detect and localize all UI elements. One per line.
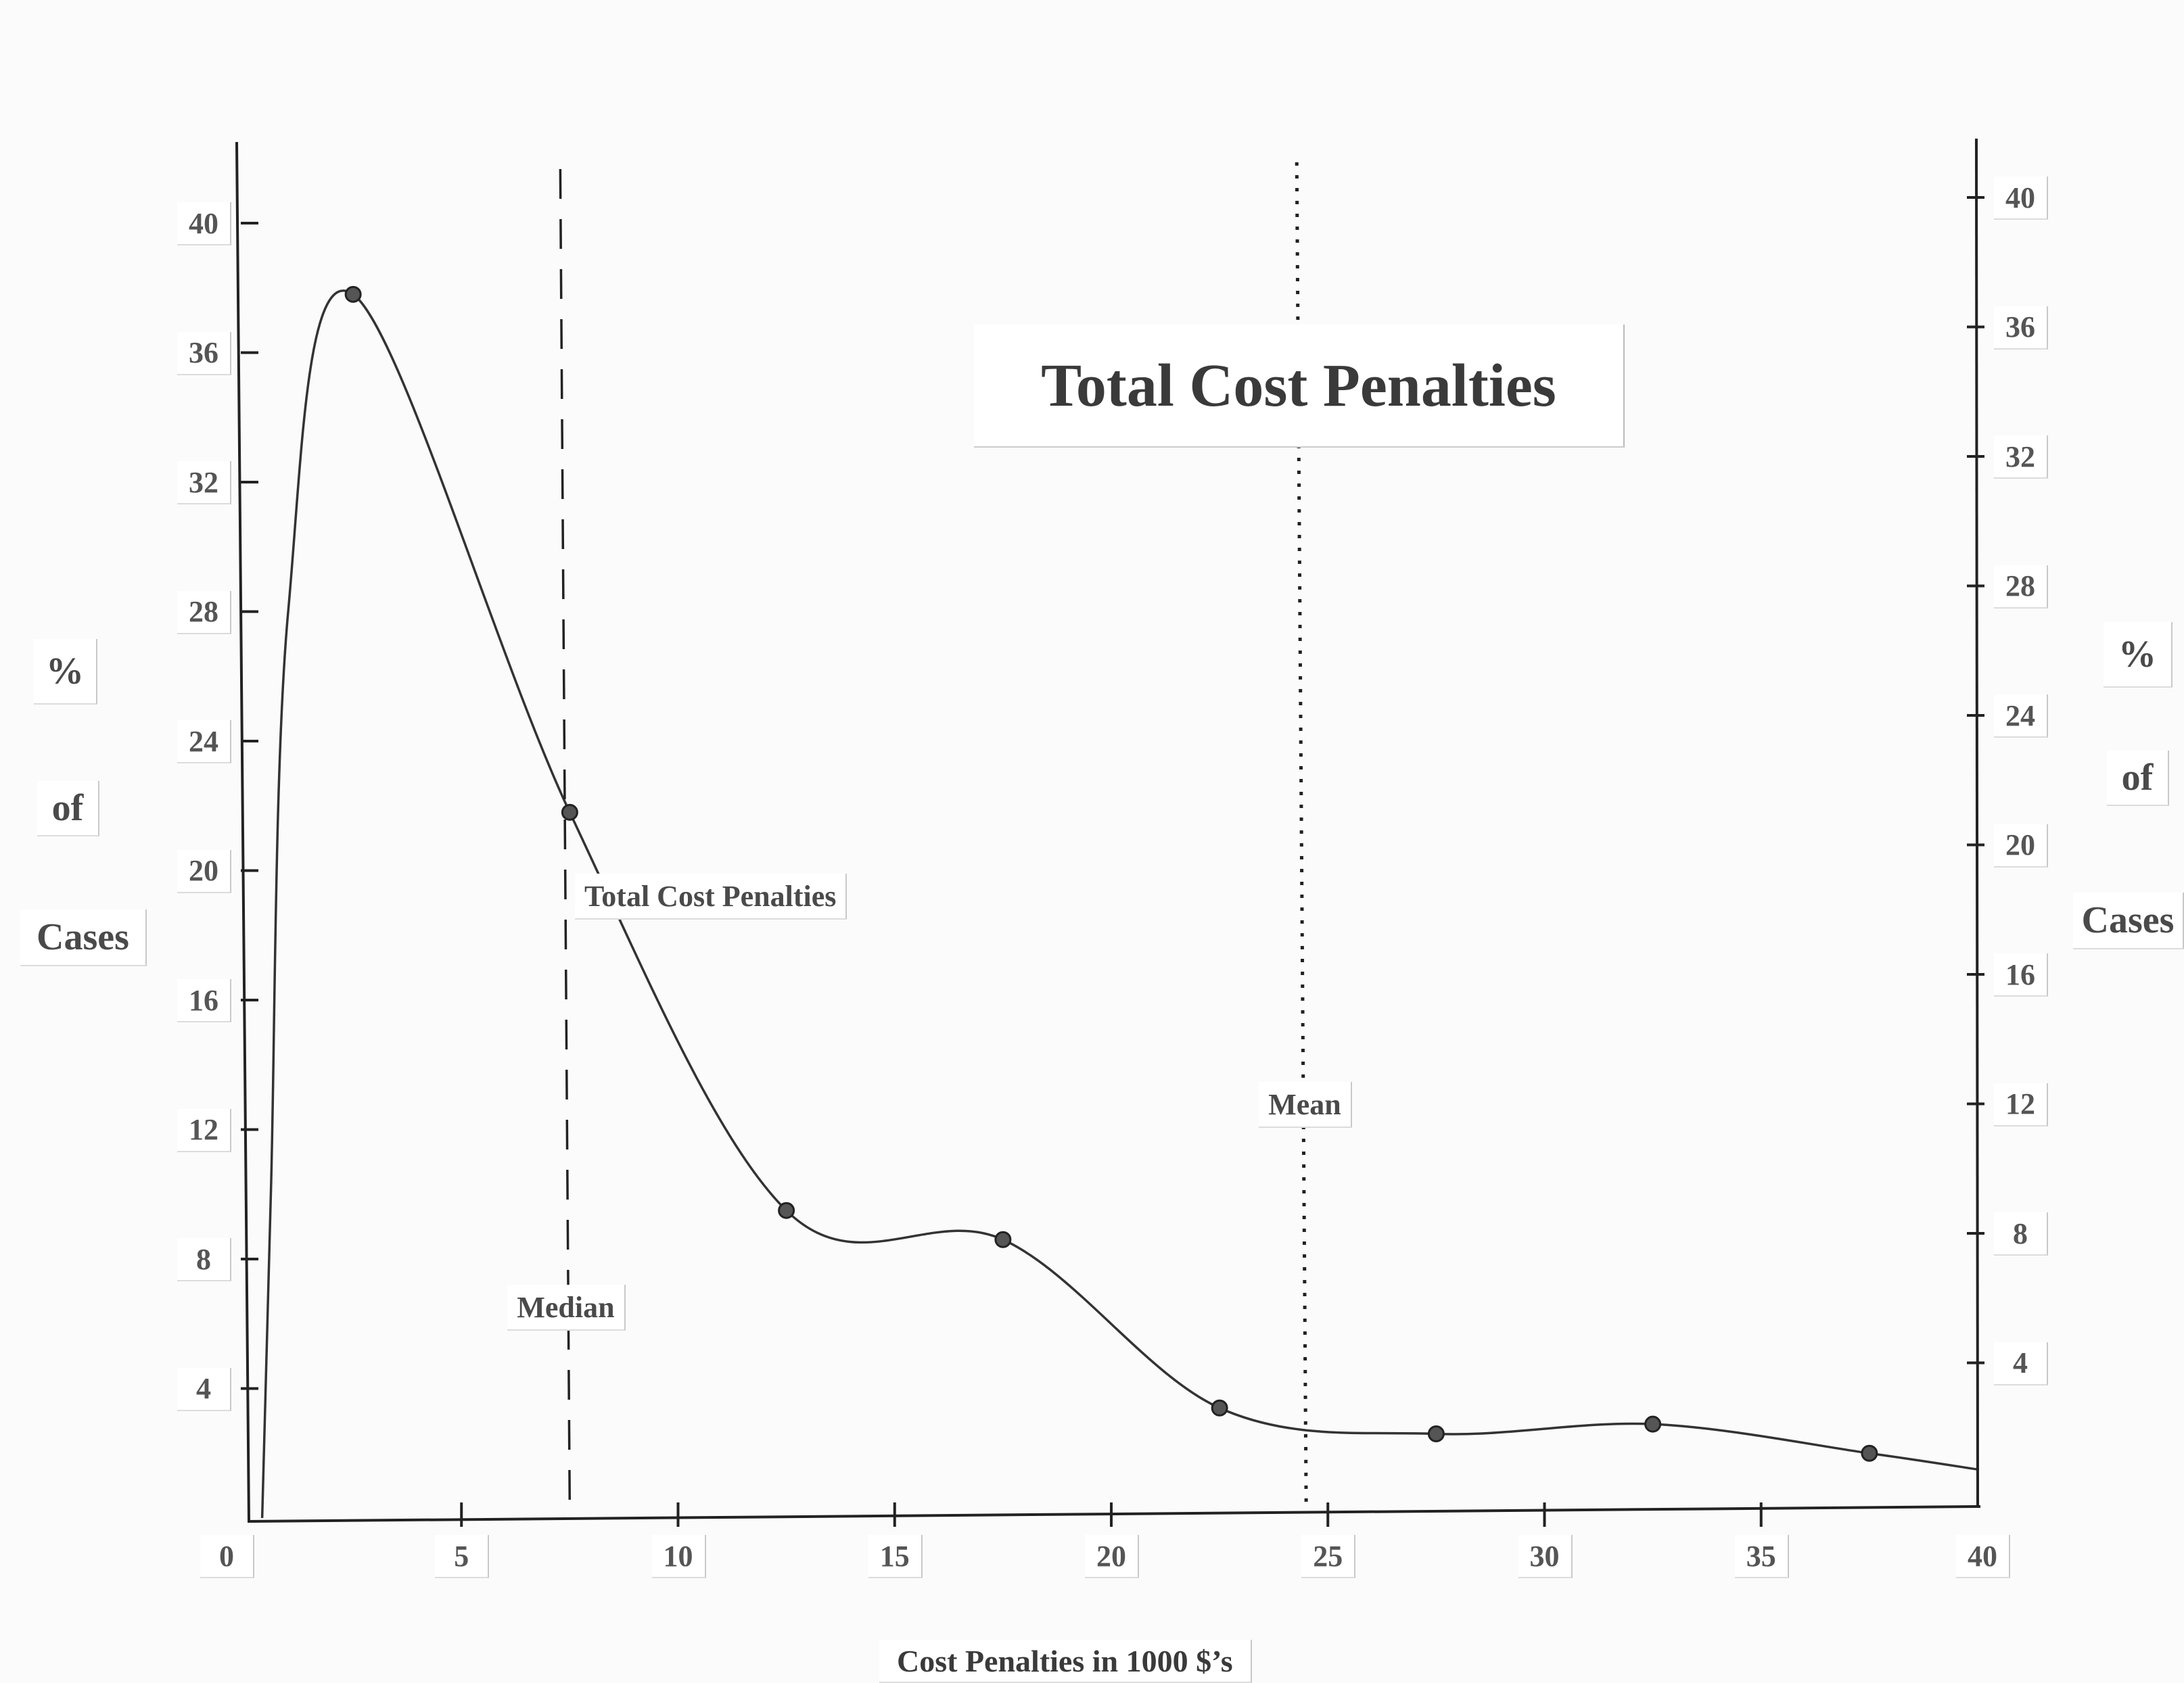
y-axis-label-of: of xyxy=(37,781,99,836)
y-tick-label: 12 xyxy=(177,1108,231,1152)
y-axis-label-percent: % xyxy=(34,639,97,705)
data-point xyxy=(778,1202,795,1219)
left-y-axis xyxy=(235,141,250,1522)
x-tick-label: 40 xyxy=(1956,1535,2010,1578)
x-tick-label: 15 xyxy=(868,1535,923,1578)
y-tick-label: 16 xyxy=(177,979,231,1022)
x-tick-label: 5 xyxy=(435,1535,490,1578)
x-tick-label: 35 xyxy=(1734,1535,1789,1578)
data-point xyxy=(994,1231,1012,1248)
series-line xyxy=(260,289,1978,1519)
right-y-axis-label-cases: Cases xyxy=(2073,893,2184,949)
y-tick-label: 40 xyxy=(177,202,231,245)
right-y-tick-label: 16 xyxy=(1994,953,2048,997)
chart-title: Total Cost Penalties xyxy=(974,325,1625,448)
right-y-tick-label: 12 xyxy=(1994,1083,2048,1127)
data-point xyxy=(1644,1415,1662,1433)
y-tick-label: 20 xyxy=(177,849,231,893)
x-tick-label: 30 xyxy=(1518,1535,1573,1578)
y-tick-label: 32 xyxy=(177,461,231,504)
data-point xyxy=(344,285,362,303)
right-y-tick-label: 28 xyxy=(1994,565,2048,609)
data-points xyxy=(344,285,1878,1462)
y-tick-label: 4 xyxy=(177,1367,231,1411)
y-tick-label: 28 xyxy=(177,590,231,634)
y-tick-label: 24 xyxy=(177,720,231,763)
data-point xyxy=(1427,1425,1445,1443)
data-point xyxy=(1211,1399,1228,1417)
x-tick-label: 10 xyxy=(651,1535,706,1578)
right-y-axis-label-of: of xyxy=(2107,751,2169,806)
right-y-tick-label: 24 xyxy=(1994,694,2048,738)
data-point xyxy=(1861,1444,1878,1462)
right-y-tick-label: 4 xyxy=(1994,1342,2048,1385)
right-y-tick-label: 40 xyxy=(1994,176,2048,220)
right-y-axis xyxy=(1975,138,1979,1507)
x-axis-label: Cost Penalties in 1000 $’s xyxy=(879,1640,1252,1683)
x-tick-label: 0 xyxy=(200,1535,254,1578)
right-y-tick-label: 20 xyxy=(1994,824,2048,868)
x-tick-label: 25 xyxy=(1301,1535,1356,1578)
x-axis xyxy=(247,1505,1981,1523)
y-tick-label: 36 xyxy=(177,331,231,375)
right-y-tick-label: 36 xyxy=(1994,306,2048,350)
reference-line-label: Median xyxy=(507,1285,626,1331)
y-tick-label: 8 xyxy=(177,1238,231,1281)
y-axis-label-cases: Cases xyxy=(20,909,147,966)
right-y-tick-label: 32 xyxy=(1994,435,2048,479)
x-tick-label: 20 xyxy=(1085,1535,1139,1578)
data-point xyxy=(561,803,578,821)
right-y-axis-label-percent: % xyxy=(2104,622,2173,688)
series-annotation: Total Cost Penalties xyxy=(575,874,847,920)
right-y-tick-label: 8 xyxy=(1994,1212,2048,1256)
reference-line-label: Mean xyxy=(1259,1082,1352,1128)
